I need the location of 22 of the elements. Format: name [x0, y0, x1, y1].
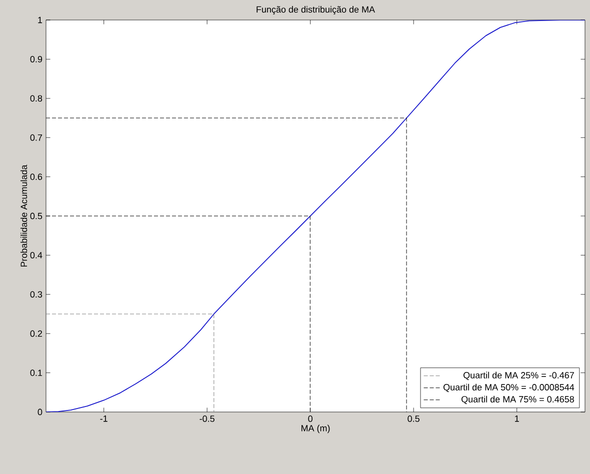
- x-tick-label: 0: [308, 416, 312, 422]
- y-tick-label: 0.9: [30, 56, 42, 62]
- x-axis-title: MA (m): [301, 424, 330, 434]
- y-tick-label: 0.7: [30, 134, 42, 141]
- y-tick-label: 0.2: [30, 330, 42, 337]
- chart-title: Função de distribuição de MA: [256, 6, 375, 14]
- y-tick-label: 0.3: [30, 291, 42, 298]
- x-tick-label: 0.5: [408, 416, 420, 422]
- y-tick-label: 0: [38, 408, 42, 416]
- y-tick-label: 0.1: [30, 370, 42, 376]
- y-tick-label: 0.4: [30, 252, 42, 258]
- x-tick-label: -1: [100, 416, 108, 422]
- text: Quartil de MA 25% = -0.467: [464, 372, 574, 380]
- legend-label: Quartil de MA 75% = 0.4658: [462, 396, 574, 404]
- y-tick-label: 0.8: [30, 95, 42, 102]
- y-tick-label: 0.6: [30, 174, 42, 180]
- x-tick-label: -0.5: [200, 416, 214, 422]
- y-tick-label: 1: [38, 16, 42, 24]
- y-axis-title: Probabilidade Acumulada: [20, 164, 28, 267]
- y-tick-label: 0.5: [30, 212, 42, 220]
- legend-label: Quartil de MA 50% = -0.0008544: [444, 384, 574, 392]
- x-tick-label: 1: [515, 416, 519, 422]
